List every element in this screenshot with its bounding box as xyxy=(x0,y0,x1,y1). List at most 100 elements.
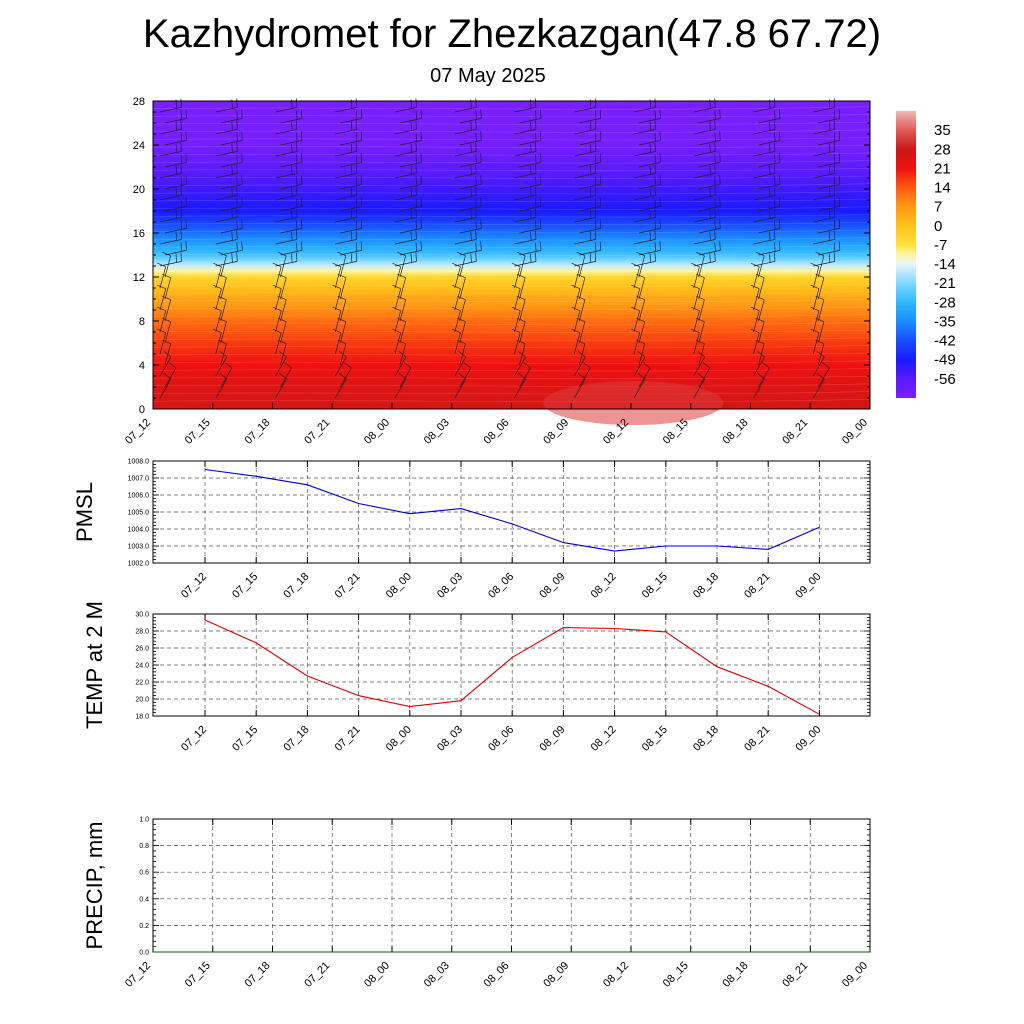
wind-barb xyxy=(514,252,537,267)
wind-barb xyxy=(636,251,646,278)
wind-barb xyxy=(574,252,597,267)
x-tick-label: 08_18 xyxy=(691,724,721,754)
wind-barb xyxy=(459,153,482,168)
wind-barb xyxy=(631,284,641,311)
wind-barb xyxy=(810,328,820,355)
wind-barb xyxy=(698,175,721,190)
wind-barb xyxy=(164,197,187,212)
y-axis-label: TEMP at 2 M xyxy=(82,601,107,729)
wind-barb xyxy=(698,131,721,146)
wind-barb xyxy=(164,219,187,234)
wind-barb xyxy=(213,262,222,289)
wind-barb xyxy=(698,197,721,212)
x-tick-label: 09_00 xyxy=(793,724,823,754)
wind-barb xyxy=(633,142,656,157)
wind-barb xyxy=(818,109,841,124)
wind-barb xyxy=(519,131,542,146)
wind-barb xyxy=(157,284,167,311)
x-tick-label: 07_15 xyxy=(230,571,260,601)
wind-barb xyxy=(638,109,661,124)
y-tick-label: 1006.0 xyxy=(128,493,150,500)
contour-line xyxy=(152,160,871,164)
x-tick-label: 08_06 xyxy=(486,724,516,754)
wind-barb xyxy=(157,262,167,289)
wind-barb xyxy=(750,284,760,311)
wind-barb xyxy=(519,175,542,190)
wind-barb xyxy=(220,175,243,190)
y-tick-label: 22.0 xyxy=(135,680,149,687)
wind-barb xyxy=(693,208,716,223)
contour-line xyxy=(152,106,871,110)
colorbar-label: -49 xyxy=(934,352,956,369)
wind-barb xyxy=(280,219,303,234)
contour-line xyxy=(152,152,871,156)
wind-barb xyxy=(454,142,477,157)
wind-barb xyxy=(758,109,781,124)
wind-barb xyxy=(815,251,825,278)
wind-barb xyxy=(459,109,482,124)
wind-barb xyxy=(514,208,537,223)
wind-barb xyxy=(758,219,781,234)
wind-barb xyxy=(275,186,298,201)
wind-barb xyxy=(454,164,477,179)
wind-barb xyxy=(519,153,542,168)
wind-barb xyxy=(280,109,303,124)
y-tick-label: 16 xyxy=(133,228,145,240)
contour-line xyxy=(152,345,871,349)
colorbar-label: 21 xyxy=(934,160,951,177)
x-tick-label: 07_15 xyxy=(230,724,260,754)
wind-barb xyxy=(215,208,238,223)
wind-barb xyxy=(758,175,781,190)
colorbar: 35 28 21 14 7 0 -7 -14 -21 -28 -35 -42 -49 -56 xyxy=(896,111,956,398)
y-tick-label: 0.8 xyxy=(139,843,149,850)
wind-barb xyxy=(394,208,417,223)
y-tick-label: 26.0 xyxy=(135,646,149,653)
wind-barb xyxy=(514,351,526,377)
wind-barb xyxy=(164,241,187,256)
wind-barb xyxy=(514,142,537,157)
wind-barb xyxy=(638,175,661,190)
wind-barb xyxy=(275,142,298,157)
y-tick-label: 0 xyxy=(139,404,145,416)
wind-barb xyxy=(755,251,765,278)
y-tick-label: 0.6 xyxy=(139,870,149,877)
colorbar-label: 7 xyxy=(934,199,942,216)
wind-barb xyxy=(454,252,477,267)
contour-line xyxy=(152,245,871,249)
wind-barb xyxy=(633,351,646,377)
wind-barb xyxy=(392,284,402,311)
wind-barb xyxy=(753,142,776,157)
x-tick-label: 08_12 xyxy=(589,571,619,601)
wind-barb xyxy=(459,175,482,190)
contour-line xyxy=(152,268,871,272)
y-tick-label: 24 xyxy=(133,140,145,152)
contour-line xyxy=(152,260,871,264)
temp2m-panel: 18.0 20.0 22.0 24.0 26.0 28.0 30.0 07_12 07_15 07… xyxy=(82,601,871,754)
wind-barb xyxy=(275,351,287,377)
x-tick-label: 08_09 xyxy=(537,724,567,754)
x-tick-label: 07_18 xyxy=(243,960,273,990)
x-tick-label: 08_12 xyxy=(589,724,619,754)
wind-barb xyxy=(519,219,542,234)
wind-barb xyxy=(693,164,716,179)
wind-barb xyxy=(220,131,243,146)
x-tick-label: 07_21 xyxy=(302,960,332,990)
contour-line xyxy=(152,329,871,333)
wind-barb xyxy=(340,197,363,212)
wind-barb xyxy=(574,164,597,179)
wind-barbs xyxy=(157,98,841,399)
wind-barb xyxy=(812,351,825,377)
wind-barb xyxy=(818,241,841,256)
wind-barb xyxy=(631,306,641,333)
wind-barb xyxy=(753,120,776,135)
wind-barb xyxy=(332,328,342,355)
wind-barb xyxy=(332,284,342,311)
contour-line xyxy=(152,114,871,118)
wind-barb xyxy=(459,241,482,256)
x-tick-label: 08_18 xyxy=(721,417,751,447)
contour-line xyxy=(152,383,871,387)
wind-barb xyxy=(394,186,417,201)
x-tick-label: 08_03 xyxy=(422,960,452,990)
wind-barb xyxy=(758,362,770,388)
y-tick-label: 28 xyxy=(133,96,145,108)
